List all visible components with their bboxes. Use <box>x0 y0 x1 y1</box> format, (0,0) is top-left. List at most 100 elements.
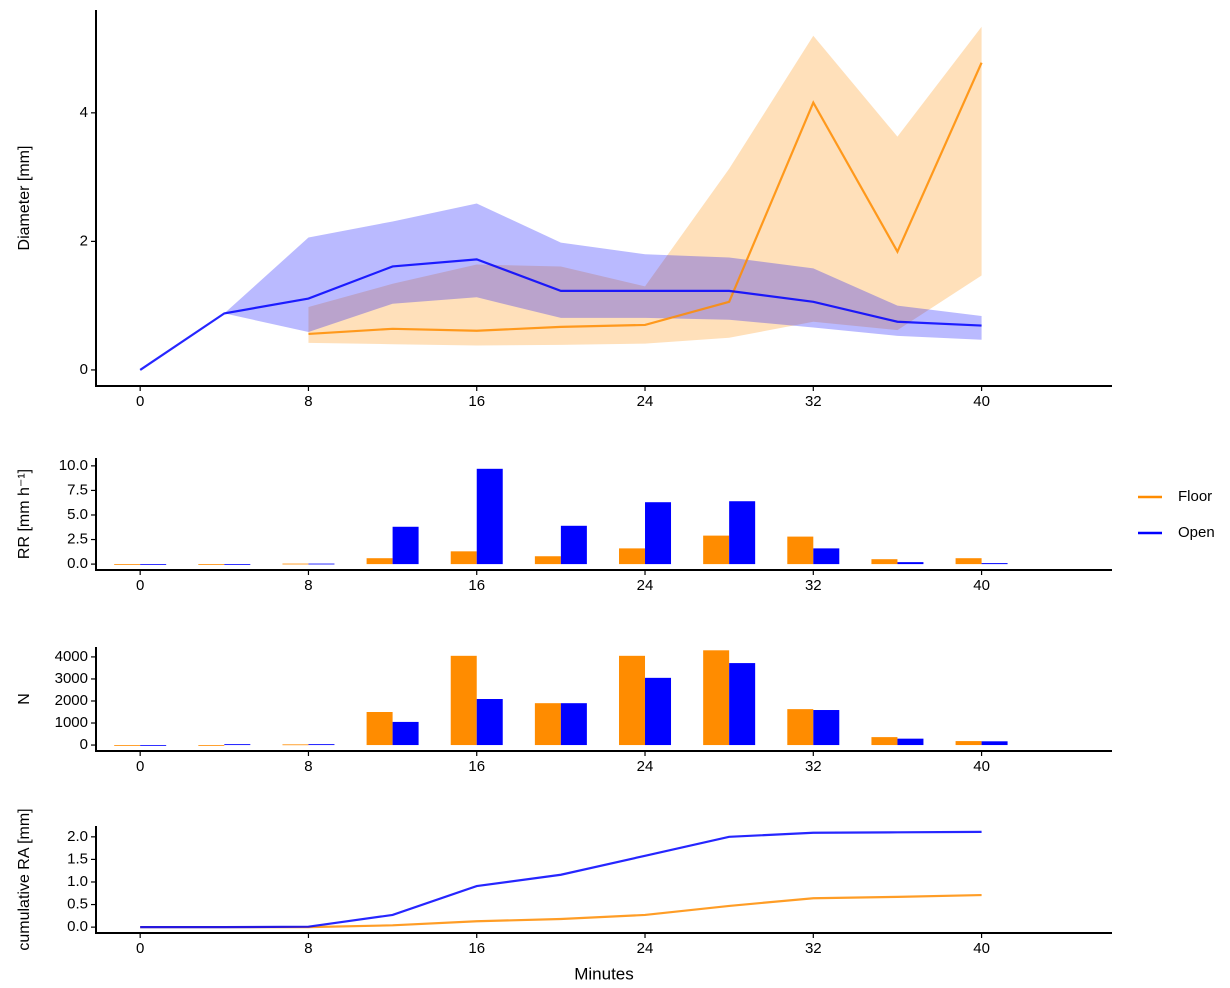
bar <box>140 745 167 746</box>
bar <box>729 501 756 565</box>
x-tick-label: 40 <box>973 758 990 775</box>
bar <box>787 536 814 565</box>
x-tick-label: 24 <box>637 758 654 775</box>
x-tick-label: 16 <box>468 393 485 410</box>
y-tick-label: 0 <box>80 736 88 753</box>
y-tick-label: 2000 <box>55 692 88 709</box>
y-axis-label: RR [mm h⁻¹] <box>16 469 33 559</box>
x-tick-label: 8 <box>304 393 312 410</box>
x-tick-label: 8 <box>304 758 312 775</box>
bar <box>224 564 251 565</box>
x-tick-label: 40 <box>973 393 990 410</box>
x-tick-label: 40 <box>973 577 990 594</box>
x-tick-label: 0 <box>136 577 144 594</box>
legend-label: Floor <box>1178 488 1212 505</box>
x-tick-label: 16 <box>468 758 485 775</box>
y-tick-label: 5.0 <box>67 506 88 523</box>
bar <box>703 535 730 565</box>
legend-label: Open <box>1178 524 1215 541</box>
y-tick-label: 0.0 <box>67 918 88 935</box>
y-tick-label: 1000 <box>55 714 88 731</box>
y-tick-label: 2.0 <box>67 828 88 845</box>
y-tick-label: 2 <box>80 232 88 249</box>
bar <box>308 744 335 746</box>
confidence-band <box>308 26 982 346</box>
bar <box>366 558 393 565</box>
x-tick-label: 24 <box>637 577 654 594</box>
bar <box>645 677 672 746</box>
x-tick-label: 0 <box>136 393 144 410</box>
x-tick-label: 24 <box>637 393 654 410</box>
line <box>139 258 982 371</box>
bar <box>476 468 503 565</box>
y-tick-label: 0.0 <box>67 555 88 572</box>
bar <box>392 526 419 565</box>
bar <box>224 744 251 746</box>
y-axis-label: cumulative RA [mm] <box>16 808 33 950</box>
bar <box>534 556 561 565</box>
bar <box>729 663 756 746</box>
y-tick-label: 0.5 <box>67 896 88 913</box>
y-axis-label: N <box>16 693 33 705</box>
bar <box>897 562 924 565</box>
x-tick-label: 32 <box>805 393 822 410</box>
bar <box>282 744 309 746</box>
bar <box>308 563 335 565</box>
y-tick-label: 10.0 <box>59 457 88 474</box>
bar <box>140 564 167 565</box>
bar <box>450 551 477 565</box>
x-axis-label: Minutes <box>574 964 634 983</box>
x-tick-label: 40 <box>973 940 990 957</box>
y-tick-label: 3000 <box>55 670 88 687</box>
y-tick-label: 7.5 <box>67 481 88 498</box>
bar <box>560 703 587 746</box>
line <box>308 62 983 336</box>
bar <box>813 548 840 565</box>
x-tick-label: 32 <box>805 577 822 594</box>
x-tick-label: 16 <box>468 940 485 957</box>
bar <box>282 563 309 565</box>
bar <box>619 548 646 565</box>
bar <box>981 563 1008 565</box>
bar <box>450 655 477 746</box>
bar <box>198 564 225 565</box>
x-tick-label: 8 <box>304 577 312 594</box>
x-tick-label: 24 <box>637 940 654 957</box>
y-tick-label: 1.5 <box>67 850 88 867</box>
bar <box>114 745 141 746</box>
bar <box>955 558 982 565</box>
bar <box>981 741 1008 746</box>
y-tick-label: 1.0 <box>67 873 88 890</box>
bar <box>619 655 646 746</box>
y-tick-label: 4000 <box>55 648 88 665</box>
bar <box>787 709 814 746</box>
y-tick-label: 4 <box>80 104 88 121</box>
line <box>140 893 982 929</box>
bar <box>897 738 924 746</box>
x-tick-label: 0 <box>136 758 144 775</box>
x-tick-label: 0 <box>136 940 144 957</box>
bar <box>645 502 672 565</box>
bar <box>560 525 587 565</box>
bar <box>366 712 393 746</box>
confidence-band <box>140 203 982 370</box>
bar <box>198 745 225 746</box>
x-tick-label: 32 <box>805 940 822 957</box>
y-tick-label: 2.5 <box>67 531 88 548</box>
bar <box>871 737 898 746</box>
x-tick-label: 8 <box>304 940 312 957</box>
bar <box>813 710 840 746</box>
line <box>140 830 982 929</box>
bar <box>114 564 141 565</box>
bar <box>392 721 419 746</box>
y-tick-label: 0 <box>80 361 88 378</box>
bar <box>871 559 898 565</box>
bar <box>703 650 730 746</box>
bar <box>534 703 561 746</box>
x-tick-label: 32 <box>805 758 822 775</box>
bar <box>476 699 503 746</box>
bar <box>955 741 982 746</box>
y-axis-label: Diameter [mm] <box>16 146 33 251</box>
x-tick-label: 16 <box>468 577 485 594</box>
